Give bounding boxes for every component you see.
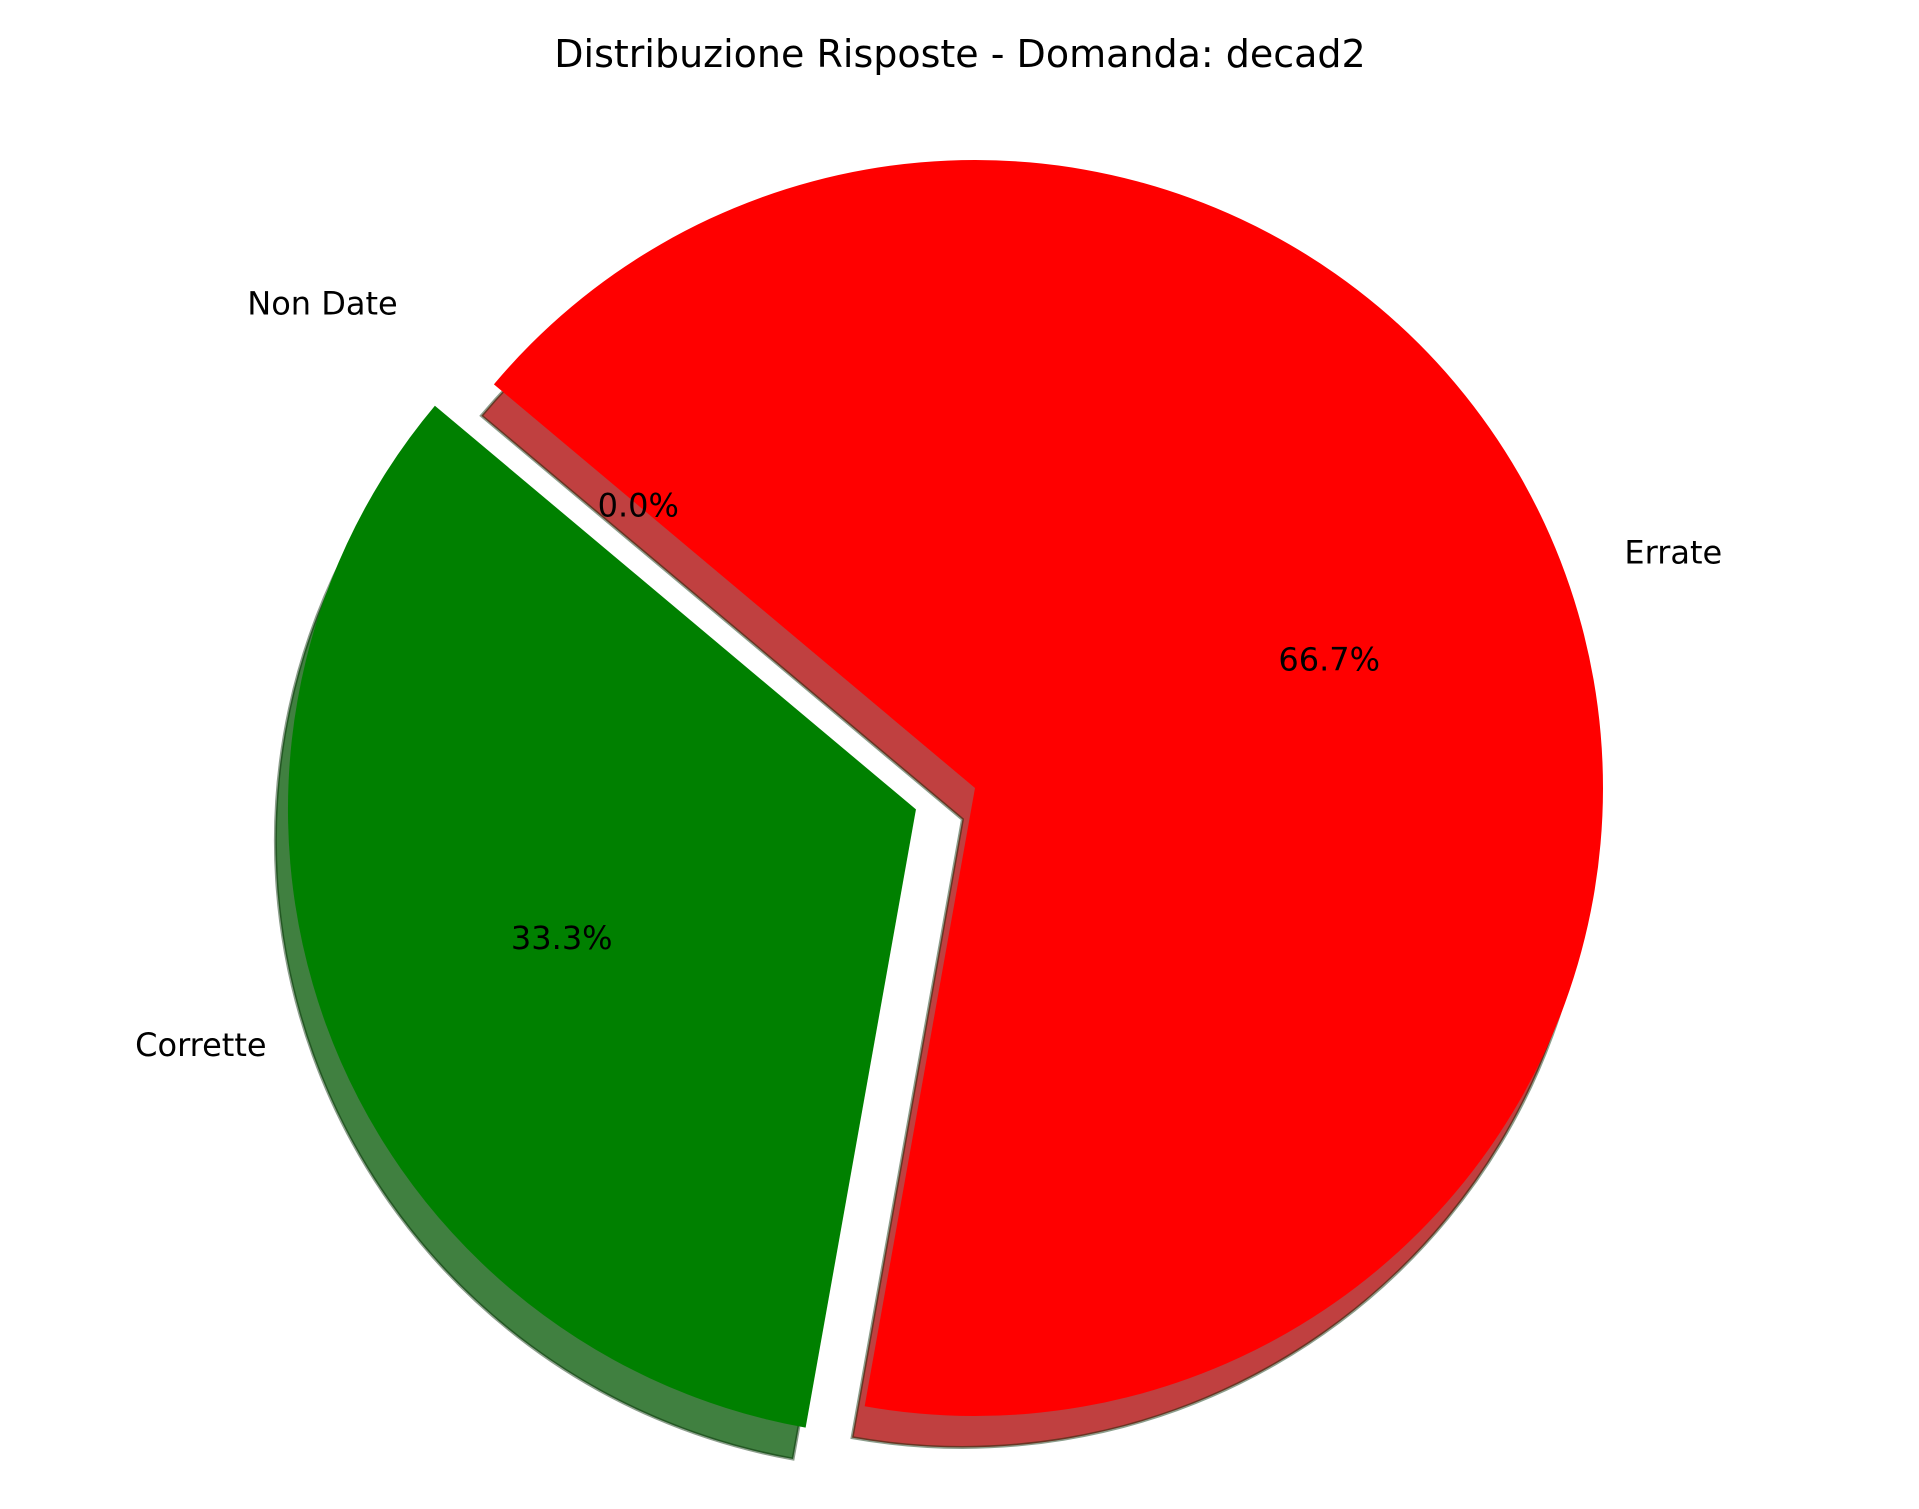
slice-label-corrette: Corrette [135, 1026, 266, 1064]
slice-pct-label-non-date: 0.0% [598, 486, 679, 524]
slice-wedges [287, 159, 1604, 1428]
slice-label-errate: Errate [1624, 533, 1722, 571]
chart-title: Distribuzione Risposte - Domanda: decad2 [554, 32, 1365, 76]
slice-pct-label-corrette: 33.3% [511, 919, 613, 957]
slice-pct-label-errate: 66.7% [1278, 640, 1380, 678]
slice-corrette [287, 405, 916, 1428]
slice-label-non-date: Non Date [247, 285, 397, 323]
slice-errate [493, 159, 1604, 1416]
slice-non-date [445, 343, 927, 748]
slice-labels: Corrette 33.3% Errate 66.7% Non Date 0.0% [135, 285, 1722, 1064]
